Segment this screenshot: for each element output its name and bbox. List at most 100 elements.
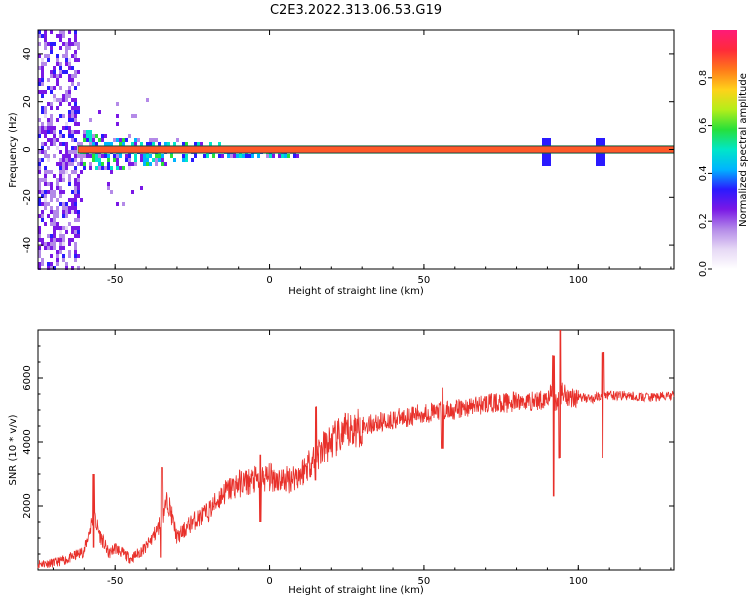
spectrogram-cell [47, 214, 50, 218]
spectrogram-cell [44, 38, 47, 42]
spectrogram-cell [74, 138, 77, 142]
spectrogram-cell [38, 234, 41, 238]
spectrogram-cell [59, 46, 62, 50]
spectrogram-cell [77, 142, 80, 146]
spectrogram-cell [53, 142, 56, 146]
spectrogram-cell [47, 54, 50, 58]
spectrogram-cell [74, 230, 77, 234]
spectrogram-cell [38, 150, 41, 154]
spectrogram-cell [269, 154, 272, 158]
spectrogram-cell [41, 142, 44, 146]
spectrogram-cell [44, 150, 47, 154]
spectrogram-cell [599, 154, 602, 158]
spectrogram-cell [74, 106, 77, 110]
spectrogram-cell [56, 138, 59, 142]
spectrogram-cell [185, 142, 188, 146]
spectrogram-cell [68, 94, 71, 98]
spectrogram-cell [62, 114, 65, 118]
spectrogram-cell [80, 158, 83, 162]
spectrogram-cell [74, 70, 77, 74]
spectrogram-cell [107, 154, 110, 158]
spectrogram-cell [65, 70, 68, 74]
spectrogram-cell [77, 70, 80, 74]
spectrogram-cell [53, 210, 56, 214]
spectrogram-cell [95, 134, 98, 138]
spectrogram-cell [68, 42, 71, 46]
spectrogram-cell [53, 70, 56, 74]
spectrogram-cell [74, 158, 77, 162]
spectrogram-cell [71, 54, 74, 58]
spectrogram-cell [62, 238, 65, 242]
spectrogram-cell [119, 154, 122, 158]
spectrogram-cell [77, 122, 80, 126]
spectrogram-cell [80, 154, 83, 158]
spectrogram-cell [74, 102, 77, 106]
spectrogram-cell [53, 194, 56, 198]
spectrogram-cell [53, 138, 56, 142]
spectrogram-cell [38, 190, 41, 194]
spectrogram-cell [68, 222, 71, 226]
spectrogram-cell [278, 154, 281, 158]
spectrogram-cell [56, 78, 59, 82]
spectrogram-cell [38, 158, 41, 162]
spectrogram-cell [50, 46, 53, 50]
colorbar-label: Normalized spectral amplitude [738, 73, 749, 227]
spectrogram-cell [98, 154, 101, 158]
spectrogram-cell [596, 138, 599, 142]
spectrogram-cell [128, 166, 131, 170]
spectrogram-cell [65, 98, 68, 102]
spectrogram-cell [38, 130, 41, 134]
spectrogram-cell [62, 234, 65, 238]
spectrogram-cell [71, 146, 74, 150]
spectrogram-cell [44, 126, 47, 130]
spectrogram-cell [59, 142, 62, 146]
spectrogram-cell [77, 230, 80, 234]
snr-y-tick-label: 6000 [22, 365, 33, 390]
spectrogram-cell [131, 114, 134, 118]
spectrogram-cell [44, 34, 47, 38]
spectrogram-cell [113, 154, 116, 158]
spectrogram-cell [74, 30, 77, 34]
spectrogram-cell [53, 74, 56, 78]
spectrogram-y-label: Frequency (Hz) [8, 112, 19, 188]
spectrogram-cell [65, 90, 68, 94]
spectrogram-cell [92, 154, 95, 158]
spectrogram-cell [50, 130, 53, 134]
spectrogram-cell [62, 154, 65, 158]
spectrogram-cell [74, 130, 77, 134]
spectrogram-cell [74, 246, 77, 250]
spectrogram-cell [68, 130, 71, 134]
spectrogram-cell [50, 266, 53, 270]
spectrogram-cell [245, 154, 248, 158]
spectrogram-cell [59, 130, 62, 134]
spectrogram-cell [86, 138, 89, 142]
spectrogram-cell [170, 154, 173, 158]
spectrogram-cell [41, 190, 44, 194]
spectrogram-cell [542, 138, 545, 142]
spectrogram-cell [71, 206, 74, 210]
spectrogram-cell [92, 142, 95, 146]
spectrogram-cell [50, 194, 53, 198]
spectrogram-cell [104, 154, 107, 158]
spectrogram-cell [77, 154, 80, 158]
spectrogram-cell [50, 210, 53, 214]
spectrogram-cell [68, 110, 71, 114]
spectrogram-cell [68, 102, 71, 106]
spectrogram-cell [41, 82, 44, 86]
spectrogram-y-tick-label: 40 [22, 48, 33, 61]
spectrogram-cell [47, 234, 50, 238]
spectrogram-cell [86, 134, 89, 138]
spectrogram-cell [59, 74, 62, 78]
spectrogram-cell [140, 154, 143, 158]
spectrogram-cell [59, 230, 62, 234]
spectrogram-cell [128, 154, 131, 158]
spectrogram-cell [272, 154, 275, 158]
colorbar-gradient [712, 30, 737, 269]
spectrogram-cell [68, 162, 71, 166]
spectrogram-cell [65, 230, 68, 234]
spectrogram-cell [59, 162, 62, 166]
spectrogram-cell [47, 78, 50, 82]
spectrogram-cell [41, 210, 44, 214]
spectrogram-cell [74, 154, 77, 158]
spectrogram-cell [80, 162, 83, 166]
